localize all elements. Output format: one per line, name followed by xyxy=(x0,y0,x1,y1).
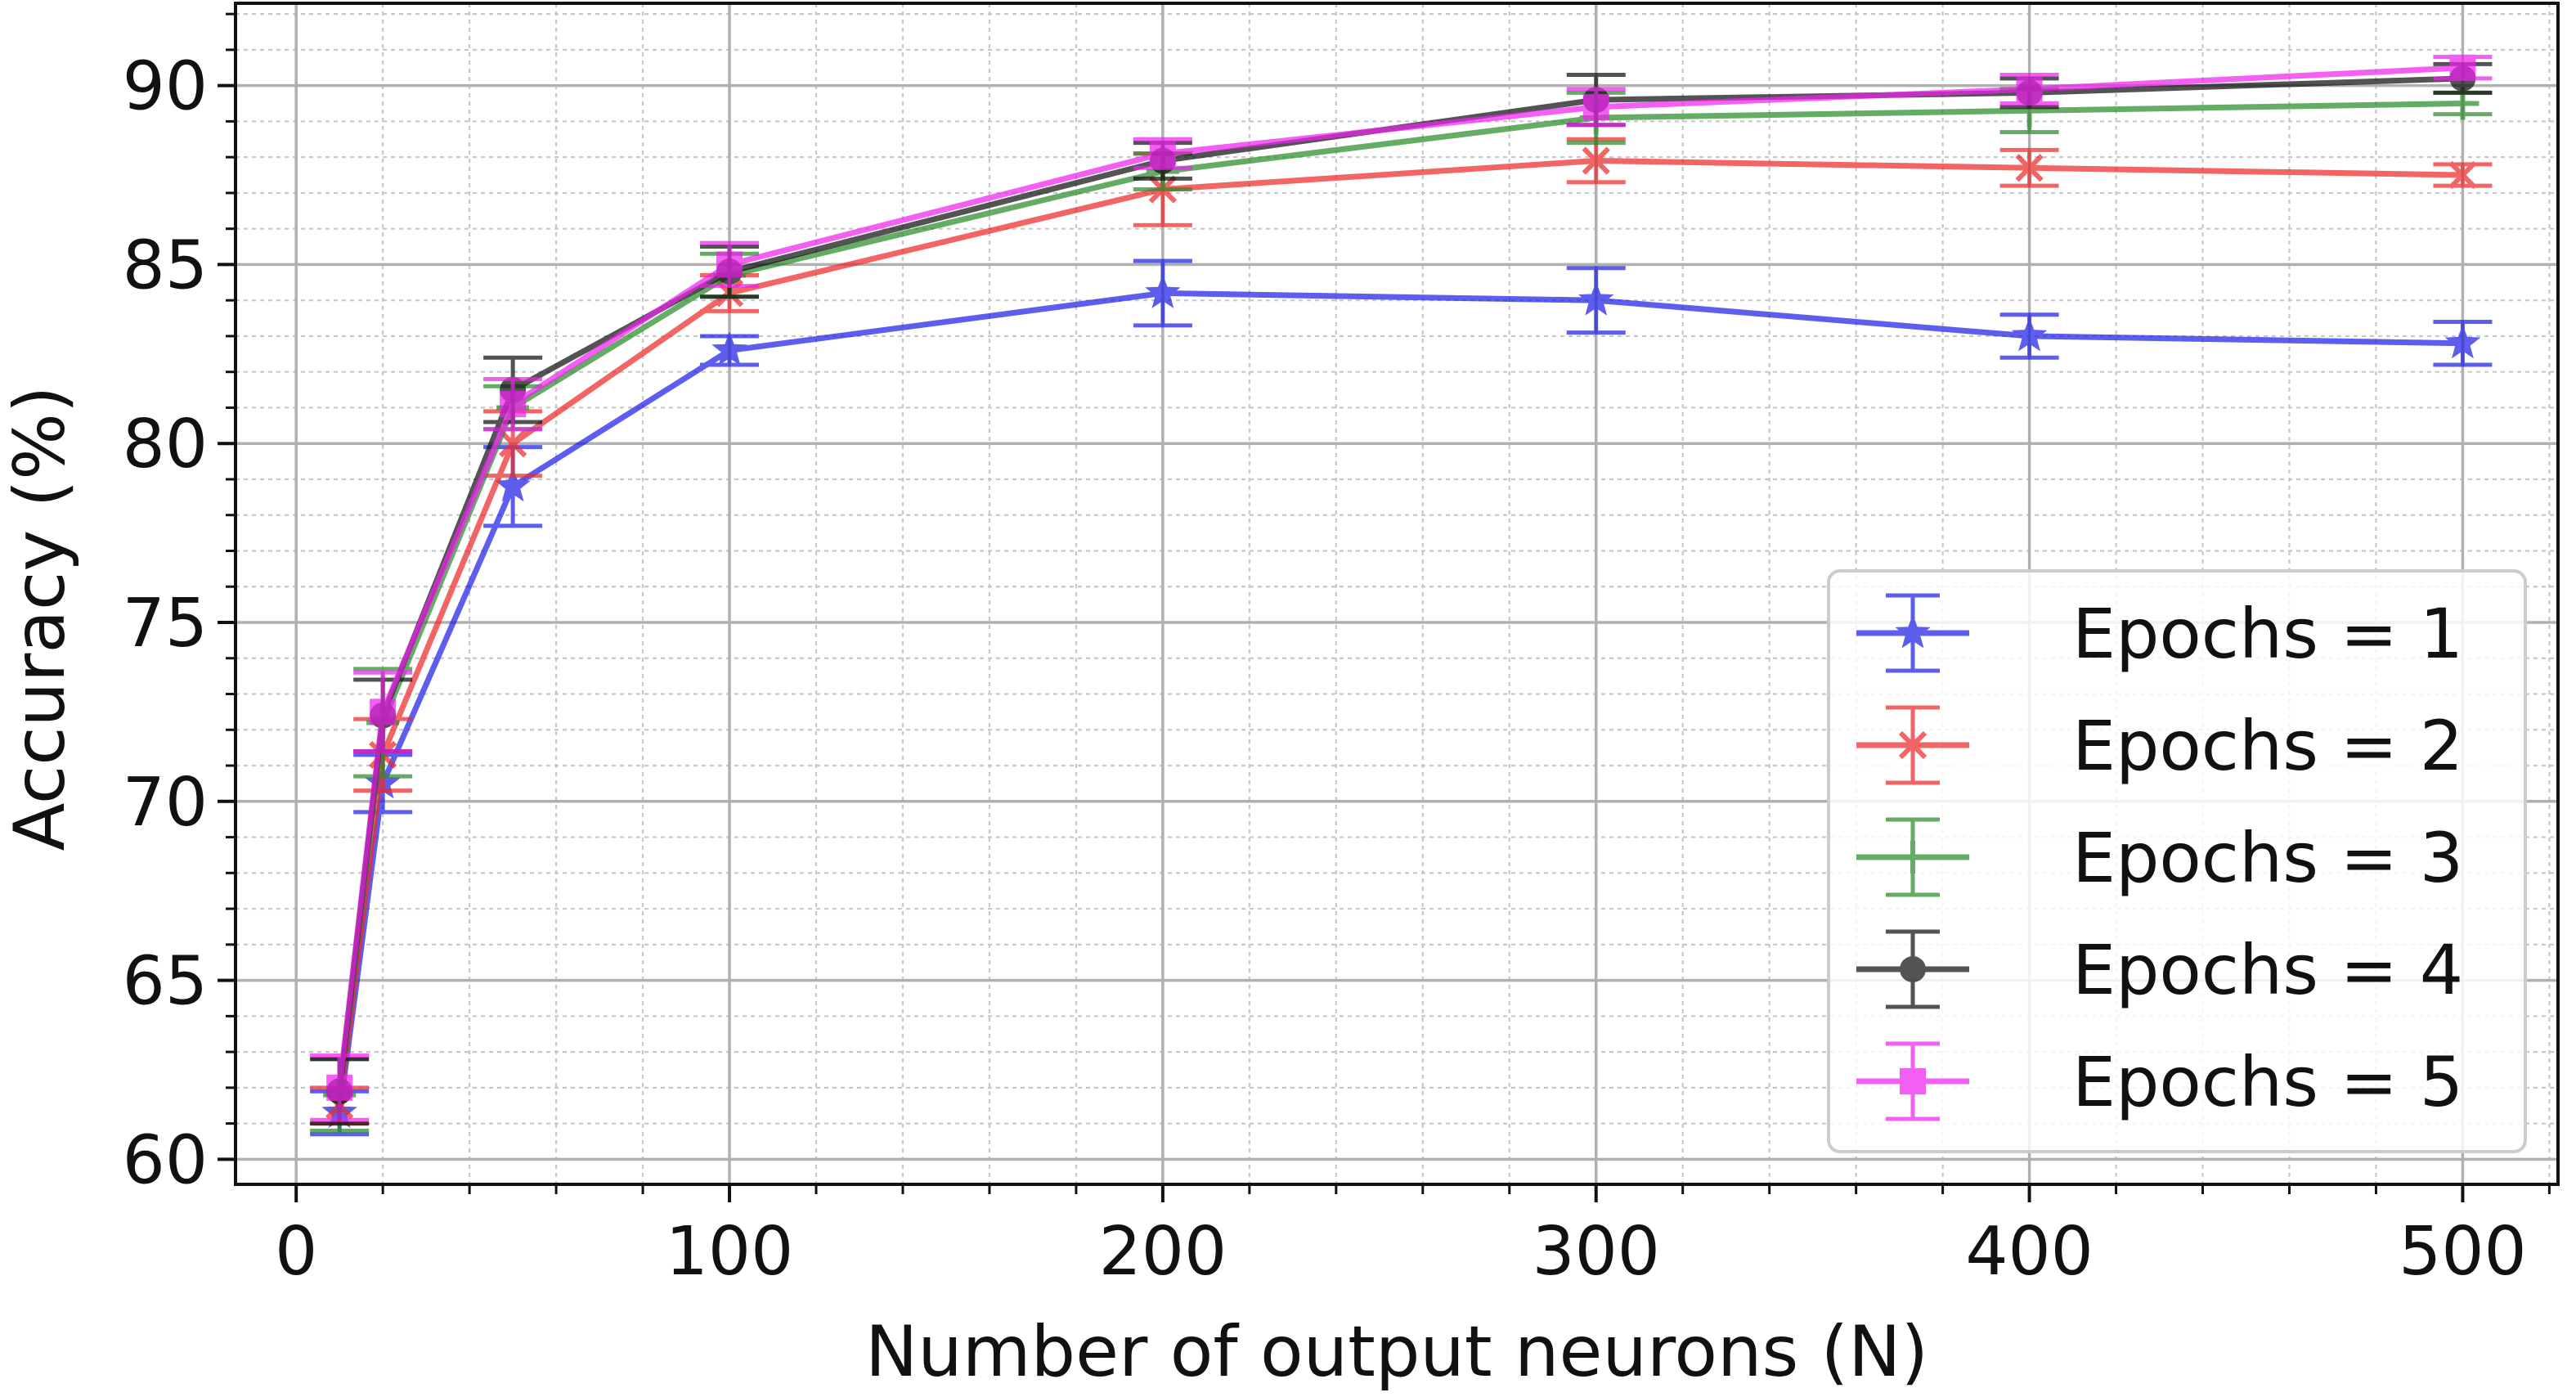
x-axis-label: Number of output neurons (N) xyxy=(865,1311,1928,1393)
y-tick-label: 65 xyxy=(123,943,208,1021)
data-point xyxy=(2015,154,2044,182)
x-tick-label: 500 xyxy=(2399,1213,2527,1291)
y-tick-label: 80 xyxy=(123,406,208,483)
plot-area: 0 100 200 300 400 500 60 65 70 75 80 85 90 Epochs = 1… xyxy=(123,2,2560,1291)
y-axis-label: Accuracy (%) xyxy=(0,386,81,851)
data-point xyxy=(495,467,531,502)
data-point xyxy=(370,698,397,725)
x-tick-label: 400 xyxy=(1965,1213,2094,1291)
x-tick-label: 300 xyxy=(1532,1213,1660,1291)
data-point xyxy=(1898,730,1928,760)
data-point xyxy=(1896,841,1929,874)
series-line xyxy=(336,65,2463,1089)
data-point xyxy=(1895,614,1931,649)
series-5 xyxy=(310,54,2493,1122)
data-point xyxy=(1145,274,1181,308)
data-point xyxy=(1900,1068,1926,1094)
data-point xyxy=(2016,76,2043,103)
data-point xyxy=(2449,54,2476,81)
legend-entry-3-glyph xyxy=(1856,817,1969,897)
y-tick-label: 90 xyxy=(123,48,208,126)
legend-label: Epochs = 4 xyxy=(2072,930,2463,1010)
legend-label: Epochs = 2 xyxy=(2072,706,2463,786)
legend-box xyxy=(1827,569,2527,1153)
series-line xyxy=(336,290,2463,1113)
x-tick-label: 100 xyxy=(666,1213,794,1291)
data-point xyxy=(711,331,747,366)
data-point xyxy=(2444,324,2481,359)
data-point xyxy=(500,391,527,418)
data-point xyxy=(2011,317,2048,352)
x-tick-label: 200 xyxy=(1099,1213,1227,1291)
data-point xyxy=(1582,93,1609,120)
data-point xyxy=(326,1074,353,1101)
legend-entry-5-glyph xyxy=(1856,1041,1969,1121)
legend-entry-1-glyph xyxy=(1856,593,1969,673)
data-point xyxy=(1577,281,1614,316)
data-point xyxy=(716,251,743,278)
data-point xyxy=(1900,956,1926,982)
legend-label: Epochs = 1 xyxy=(2072,594,2463,674)
x-tick-label: 0 xyxy=(275,1213,317,1291)
legend-entry-2-glyph xyxy=(1856,705,1969,785)
data-point xyxy=(2448,160,2477,190)
y-tick-label: 85 xyxy=(123,227,208,304)
y-tick-label: 60 xyxy=(123,1121,208,1199)
data-point xyxy=(498,429,527,458)
legend-label: Epochs = 5 xyxy=(2072,1042,2463,1122)
legend-entry-4-glyph xyxy=(1856,929,1969,1009)
plot-frame xyxy=(234,2,2560,1186)
y-tick-label: 75 xyxy=(123,585,208,663)
series-line xyxy=(336,158,2463,1107)
legend: Epochs = 1 Epochs = 2 Epochs = 3 Epochs = 4… xyxy=(1827,569,2527,1153)
data-point xyxy=(1149,140,1176,167)
y-tick-label: 70 xyxy=(123,764,208,842)
legend-label: Epochs = 3 xyxy=(2072,818,2463,898)
data-point xyxy=(1582,146,1610,175)
